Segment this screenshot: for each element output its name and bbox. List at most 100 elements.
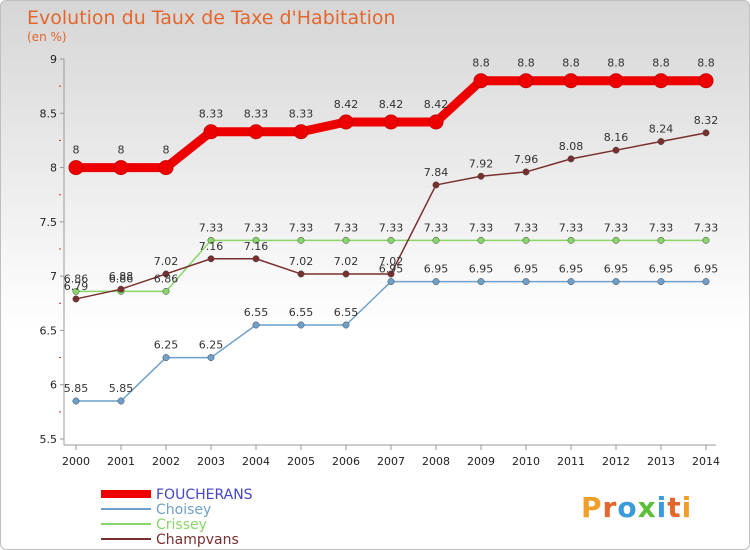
data-label: 8.33 xyxy=(244,108,269,121)
proxiti-logo: Proxiti xyxy=(581,491,692,524)
data-point xyxy=(608,73,624,89)
data-point xyxy=(702,236,710,244)
data-label: 6.95 xyxy=(694,263,719,276)
y-tick-label: 8.5 xyxy=(40,107,58,120)
data-label: 6.95 xyxy=(379,263,404,276)
data-label: 7.33 xyxy=(199,221,224,234)
data-label: 8.8 xyxy=(607,57,625,70)
data-label: 7.33 xyxy=(694,221,719,234)
data-point xyxy=(117,285,125,293)
data-label: 6.55 xyxy=(334,306,359,319)
data-point xyxy=(383,114,399,130)
data-point xyxy=(203,124,219,140)
data-label: 6.95 xyxy=(424,263,449,276)
data-point xyxy=(567,155,575,163)
data-point xyxy=(653,73,669,89)
data-label: 8.8 xyxy=(652,57,670,70)
data-point xyxy=(72,397,80,405)
data-label: 7.84 xyxy=(424,166,449,179)
logo-letter: i xyxy=(681,491,693,524)
data-point xyxy=(387,270,395,278)
data-point xyxy=(387,236,395,244)
data-point xyxy=(567,278,575,286)
data-label: 6.86 xyxy=(154,272,179,285)
data-point xyxy=(522,278,530,286)
data-point xyxy=(522,168,530,176)
data-label: 7.02 xyxy=(154,255,179,268)
data-point xyxy=(702,129,710,137)
data-label: 6.88 xyxy=(109,270,134,283)
data-point xyxy=(248,124,264,140)
data-label: 7.33 xyxy=(244,221,269,234)
data-point xyxy=(387,278,395,286)
y-axis-unit: (en %) xyxy=(27,30,67,44)
data-point xyxy=(162,354,170,362)
data-point xyxy=(252,321,260,329)
x-tick-label: 2009 xyxy=(467,455,495,468)
data-point xyxy=(297,270,305,278)
y-tick-label: 7 xyxy=(50,270,57,283)
y-tick-label: 6 xyxy=(50,379,57,392)
data-label: 6.55 xyxy=(244,306,269,319)
data-label: 6.86 xyxy=(109,272,134,285)
data-point xyxy=(68,160,84,176)
data-point xyxy=(477,278,485,286)
data-point xyxy=(162,287,170,295)
data-point xyxy=(657,278,665,286)
data-point xyxy=(612,236,620,244)
data-point xyxy=(657,138,665,145)
x-tick-label: 2011 xyxy=(557,455,585,468)
data-label: 7.33 xyxy=(514,221,539,234)
data-label: 6.95 xyxy=(649,263,674,276)
data-point xyxy=(612,146,620,154)
data-point xyxy=(117,397,125,405)
x-tick-label: 2000 xyxy=(62,455,90,468)
data-point xyxy=(567,236,575,244)
logo-letter: o xyxy=(617,491,638,524)
data-label: 7.33 xyxy=(559,221,584,234)
data-point xyxy=(657,236,665,244)
data-label: 7.92 xyxy=(469,157,494,170)
data-label: 8.42 xyxy=(379,98,404,111)
data-label: 6.55 xyxy=(289,306,314,319)
data-point xyxy=(207,255,215,263)
data-label: 7.16 xyxy=(244,240,269,253)
data-label: 8.42 xyxy=(334,98,359,111)
x-tick-label: 2003 xyxy=(197,455,225,468)
x-tick-label: 2012 xyxy=(602,455,630,468)
data-point xyxy=(252,255,260,263)
data-point xyxy=(207,236,215,244)
data-label: 7.16 xyxy=(199,240,224,253)
data-point xyxy=(518,73,534,89)
data-point xyxy=(522,236,530,244)
y-tick-label: 6.5 xyxy=(40,324,58,337)
x-tick-label: 2007 xyxy=(377,455,405,468)
data-point xyxy=(477,236,485,244)
data-point xyxy=(428,114,444,130)
x-tick-label: 2006 xyxy=(332,455,360,468)
logo-letter: r xyxy=(602,491,618,524)
x-tick-label: 2004 xyxy=(242,455,270,468)
data-label: 7.96 xyxy=(514,153,539,166)
data-label: 6.95 xyxy=(469,263,494,276)
x-tick-label: 2014 xyxy=(692,455,720,468)
data-point xyxy=(432,278,440,286)
x-tick-label: 2010 xyxy=(512,455,540,468)
data-point xyxy=(297,321,305,329)
data-point xyxy=(293,124,309,140)
data-label: 6.95 xyxy=(514,263,539,276)
data-label: 6.86 xyxy=(64,272,89,285)
legend-entry: Crissey xyxy=(156,517,207,533)
data-label: 7.33 xyxy=(379,221,404,234)
data-point xyxy=(563,73,579,89)
data-point xyxy=(72,287,80,295)
data-label: 7.02 xyxy=(379,255,404,268)
data-label: 6.79 xyxy=(64,280,89,293)
x-tick-label: 2013 xyxy=(647,455,675,468)
data-point xyxy=(162,270,170,278)
y-tick-label: 8 xyxy=(50,162,57,175)
data-label: 8 xyxy=(118,144,125,157)
data-label: 7.33 xyxy=(649,221,674,234)
